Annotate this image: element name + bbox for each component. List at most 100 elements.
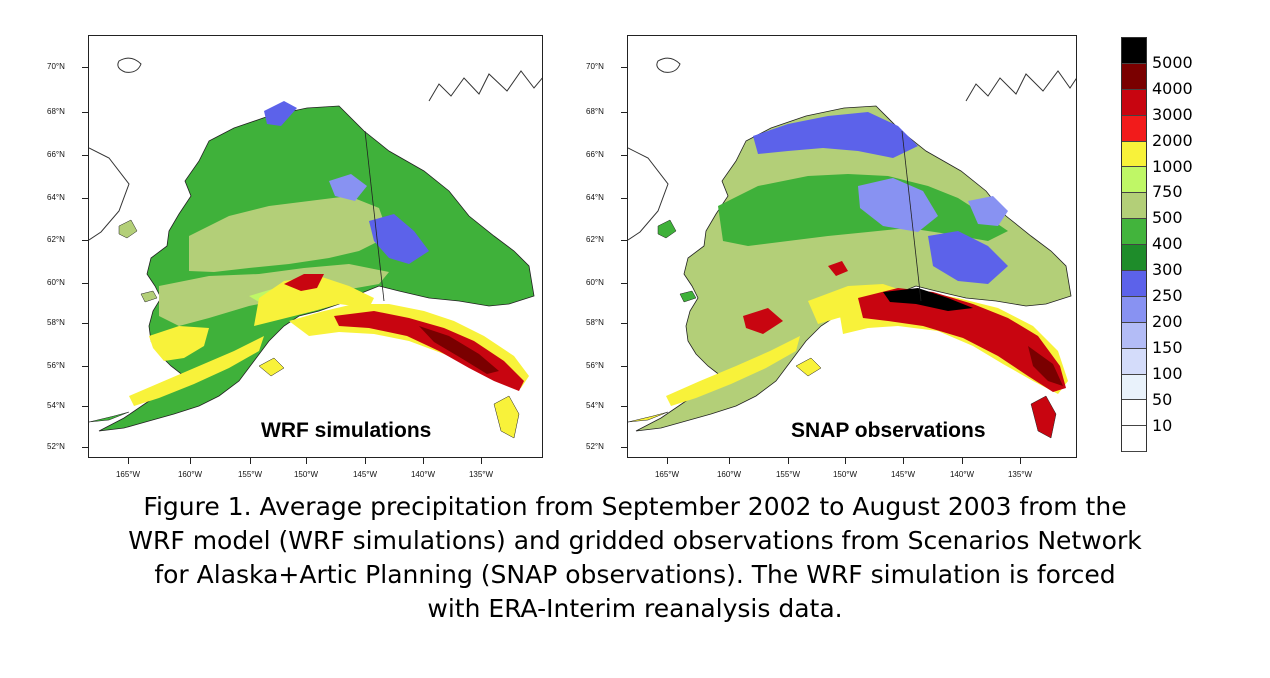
lat-tick-mark xyxy=(621,240,627,241)
lon-tick-label: 150°W xyxy=(293,470,319,479)
lat-tick-mark xyxy=(621,155,627,156)
lat-tick-mark xyxy=(621,283,627,284)
lon-tick-label: 140°W xyxy=(410,470,436,479)
colorbar-swatch xyxy=(1122,400,1146,427)
colorbar-label: 150 xyxy=(1152,337,1183,357)
lat-tick-mark xyxy=(82,283,88,284)
lon-tick-label: 155°W xyxy=(237,470,263,479)
lon-tick-mark xyxy=(788,458,789,464)
lat-tick-label: 64°N xyxy=(586,193,604,202)
lat-tick-label: 54°N xyxy=(586,401,604,410)
lon-tick-mark xyxy=(962,458,963,464)
colorbar-swatch xyxy=(1122,63,1146,90)
lat-tick-label: 60°N xyxy=(47,278,65,287)
colorbar-label: 300 xyxy=(1152,260,1183,280)
lat-tick-label: 68°N xyxy=(47,107,65,116)
lat-tick-label: 68°N xyxy=(586,107,604,116)
lat-tick-label: 66°N xyxy=(47,150,65,159)
colorbar-swatch xyxy=(1122,426,1146,453)
lat-tick-label: 52°N xyxy=(586,442,604,451)
colorbar-swatch xyxy=(1122,271,1146,297)
lon-tick-label: 150°W xyxy=(832,470,858,479)
colorbar-swatch xyxy=(1122,193,1146,220)
colorbar-swatch xyxy=(1122,38,1146,64)
lon-tick-mark xyxy=(128,458,129,464)
lat-tick-label: 58°N xyxy=(586,318,604,327)
colorbar-label: 5000 xyxy=(1152,52,1193,72)
figure-caption: Figure 1. Average precipitation from Sep… xyxy=(20,490,1250,626)
colorbar-swatch xyxy=(1122,245,1146,272)
lat-tick-label: 56°N xyxy=(586,361,604,370)
lat-tick-label: 52°N xyxy=(47,442,65,451)
lon-tick-mark xyxy=(481,458,482,464)
colorbar-swatch xyxy=(1122,167,1146,194)
lat-tick-mark xyxy=(621,67,627,68)
lat-tick-label: 54°N xyxy=(47,401,65,410)
caption-line: for Alaska+Artic Planning (SNAP observat… xyxy=(154,560,1116,589)
colorbar-swatch xyxy=(1122,296,1146,323)
lon-tick-mark xyxy=(903,458,904,464)
lat-tick-mark xyxy=(82,406,88,407)
lon-tick-label: 135°W xyxy=(1007,470,1033,479)
colorbar-label: 10 xyxy=(1152,415,1173,435)
wrf-precipitation-map xyxy=(89,57,542,439)
colorbar-label: 3000 xyxy=(1152,104,1193,124)
lat-tick-mark xyxy=(621,406,627,407)
lat-tick-mark xyxy=(82,155,88,156)
lat-tick-mark xyxy=(82,240,88,241)
snap-panel-title: SNAP observations xyxy=(791,419,986,442)
lon-tick-mark xyxy=(667,458,668,464)
lat-tick-mark xyxy=(82,323,88,324)
lat-tick-mark xyxy=(621,447,627,448)
lon-tick-label: 155°W xyxy=(775,470,801,479)
colorbar-label: 2000 xyxy=(1152,130,1193,150)
lon-tick-mark xyxy=(250,458,251,464)
lat-tick-mark xyxy=(82,366,88,367)
lon-tick-mark xyxy=(845,458,846,464)
lon-tick-label: 145°W xyxy=(352,470,378,479)
lat-tick-mark xyxy=(82,112,88,113)
precipitation-colorbar xyxy=(1121,37,1147,453)
lon-tick-label: 140°W xyxy=(949,470,975,479)
lat-tick-mark xyxy=(82,447,88,448)
wrf-map-panel: WRF simulations xyxy=(88,35,543,458)
lat-tick-label: 56°N xyxy=(47,361,65,370)
colorbar-swatch xyxy=(1122,348,1146,375)
lat-tick-mark xyxy=(621,366,627,367)
lon-tick-label: 160°W xyxy=(177,470,203,479)
lat-tick-label: 58°N xyxy=(47,318,65,327)
colorbar-swatch xyxy=(1122,115,1146,142)
lon-tick-label: 165°W xyxy=(115,470,141,479)
snap-precipitation-map xyxy=(628,57,1076,439)
lat-tick-mark xyxy=(82,198,88,199)
colorbar-label: 750 xyxy=(1152,182,1183,202)
lon-tick-mark xyxy=(306,458,307,464)
colorbar-label: 50 xyxy=(1152,389,1173,409)
lat-tick-label: 64°N xyxy=(47,193,65,202)
wrf-panel-title: WRF simulations xyxy=(261,419,432,442)
lon-tick-mark xyxy=(729,458,730,464)
lon-tick-mark xyxy=(423,458,424,464)
snap-map-panel: SNAP observations xyxy=(627,35,1077,458)
colorbar-swatch xyxy=(1122,219,1146,246)
colorbar-label: 500 xyxy=(1152,208,1183,228)
lat-tick-mark xyxy=(82,67,88,68)
lat-tick-label: 70°N xyxy=(47,62,65,71)
lat-tick-label: 66°N xyxy=(586,150,604,159)
lat-tick-mark xyxy=(621,323,627,324)
lat-tick-mark xyxy=(621,112,627,113)
lat-tick-label: 62°N xyxy=(586,235,604,244)
colorbar-label: 100 xyxy=(1152,363,1183,383)
colorbar-label: 4000 xyxy=(1152,78,1193,98)
lon-tick-label: 145°W xyxy=(890,470,916,479)
lon-tick-mark xyxy=(190,458,191,464)
lat-tick-label: 60°N xyxy=(586,278,604,287)
caption-line: WRF model (WRF simulations) and gridded … xyxy=(128,526,1142,555)
lon-tick-label: 165°W xyxy=(654,470,680,479)
lat-tick-label: 62°N xyxy=(47,235,65,244)
lon-tick-mark xyxy=(1020,458,1021,464)
colorbar-label: 400 xyxy=(1152,234,1183,254)
colorbar-swatch xyxy=(1122,374,1146,401)
colorbar-label: 250 xyxy=(1152,286,1183,305)
colorbar-swatch xyxy=(1122,89,1146,116)
